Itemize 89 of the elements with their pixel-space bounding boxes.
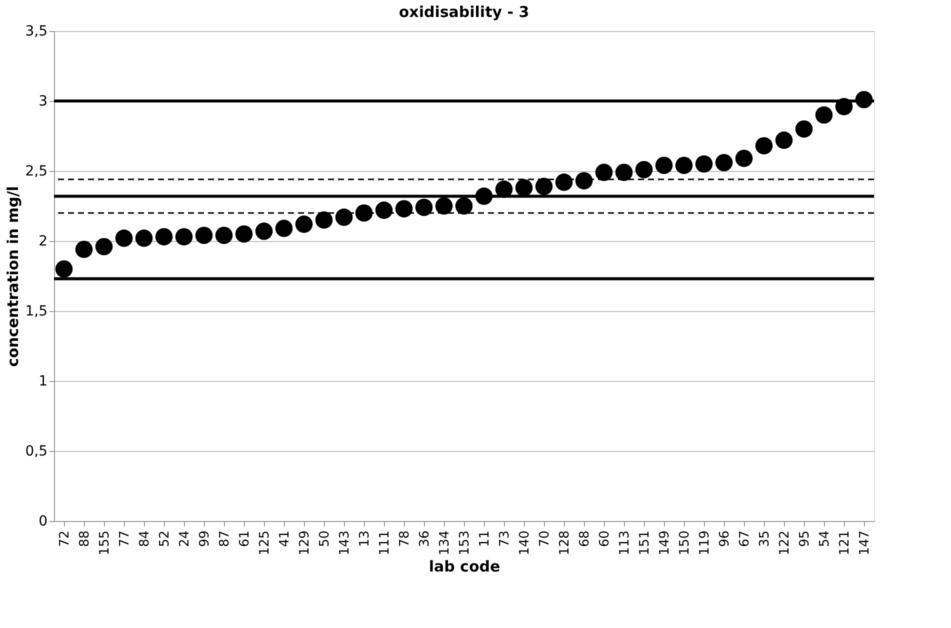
point <box>635 160 653 178</box>
point <box>675 156 693 174</box>
point <box>595 164 613 182</box>
x-tick-label: 119 <box>698 530 712 556</box>
x-tick-label: 60 <box>598 530 612 548</box>
x-tick-label: 95 <box>798 530 812 548</box>
x-tick-label: 129 <box>298 530 312 556</box>
point <box>715 154 733 172</box>
x-tick-label: 87 <box>218 530 232 548</box>
x-tick-label: 151 <box>638 530 652 556</box>
x-tick-label: 140 <box>518 530 532 556</box>
point <box>375 202 393 219</box>
y-tick-label: 3 <box>38 94 48 110</box>
x-tick-label: 155 <box>98 530 112 556</box>
x-axis-title: lab code <box>428 557 500 576</box>
x-tick-label: 143 <box>338 530 352 556</box>
x-tick-label: 50 <box>318 530 332 548</box>
point <box>115 230 133 247</box>
point <box>575 172 593 190</box>
x-tick-label: 99 <box>198 530 212 548</box>
x-tick-label: 153 <box>458 530 472 556</box>
x-tick-label: 54 <box>818 530 832 548</box>
point <box>255 222 273 240</box>
point <box>155 228 173 246</box>
x-tick-label: 36 <box>418 530 432 548</box>
point <box>795 120 813 138</box>
x-tick-label: 150 <box>678 530 692 556</box>
point <box>615 164 633 182</box>
x-tick-label: 128 <box>558 530 572 556</box>
y-tick-label: 1 <box>38 374 48 390</box>
y-tick-label: 1,5 <box>25 304 48 320</box>
point <box>295 216 313 233</box>
x-tick-label: 41 <box>278 530 292 548</box>
x-tick-label: 13 <box>358 530 372 548</box>
x-tick-label: 73 <box>498 530 512 548</box>
x-tick-label: 96 <box>718 530 732 548</box>
x-tick-label: 11 <box>478 530 492 548</box>
point <box>355 204 373 222</box>
y-tick-label: 2,5 <box>25 164 48 180</box>
point <box>735 150 753 168</box>
x-tick-label: 122 <box>778 530 792 556</box>
x-tick-label: 67 <box>738 530 752 548</box>
x-tick-label: 24 <box>178 530 192 548</box>
y-tick-label: 3,5 <box>25 24 48 40</box>
point <box>455 197 473 215</box>
point <box>655 156 673 174</box>
y-tick-label: 0,5 <box>25 444 48 460</box>
x-tick-label: 72 <box>58 530 72 548</box>
point <box>95 238 113 256</box>
x-tick-label: 88 <box>78 530 92 548</box>
point <box>275 220 293 238</box>
x-tick-label: 111 <box>378 530 392 556</box>
point <box>215 226 233 244</box>
point <box>775 132 793 149</box>
x-tick-label: 121 <box>838 530 852 556</box>
point <box>55 260 73 278</box>
point <box>75 240 93 258</box>
x-tick-label: 125 <box>258 530 272 556</box>
y-tick-label: 0 <box>38 514 48 530</box>
x-tick-label: 68 <box>578 530 592 548</box>
point <box>515 179 533 196</box>
x-tick-label: 113 <box>618 530 632 556</box>
point <box>335 208 353 226</box>
y-tick-label: 2 <box>38 234 48 250</box>
point <box>315 211 333 229</box>
x-tick-label: 149 <box>658 530 672 556</box>
point <box>535 178 553 196</box>
point <box>415 198 433 216</box>
point <box>435 197 453 215</box>
y-axis-title: concentration in mg/l <box>4 186 22 367</box>
point <box>555 174 573 191</box>
x-tick-label: 78 <box>398 530 412 548</box>
x-tick-label: 84 <box>138 530 152 548</box>
x-tick-label: 134 <box>438 530 452 556</box>
point <box>235 225 253 243</box>
x-tick-label: 147 <box>858 530 872 556</box>
point <box>695 155 713 173</box>
point <box>135 230 153 247</box>
point <box>395 200 413 218</box>
chart-title: oxidisability - 3 <box>398 3 530 21</box>
x-tick-label: 77 <box>118 530 132 548</box>
x-tick-label: 70 <box>538 530 552 548</box>
x-tick-label: 61 <box>238 530 252 548</box>
x-tick-label: 52 <box>158 530 172 548</box>
point <box>195 226 213 244</box>
x-tick-label: 35 <box>758 530 772 548</box>
point <box>815 106 833 124</box>
point <box>175 228 193 246</box>
point <box>755 137 773 154</box>
